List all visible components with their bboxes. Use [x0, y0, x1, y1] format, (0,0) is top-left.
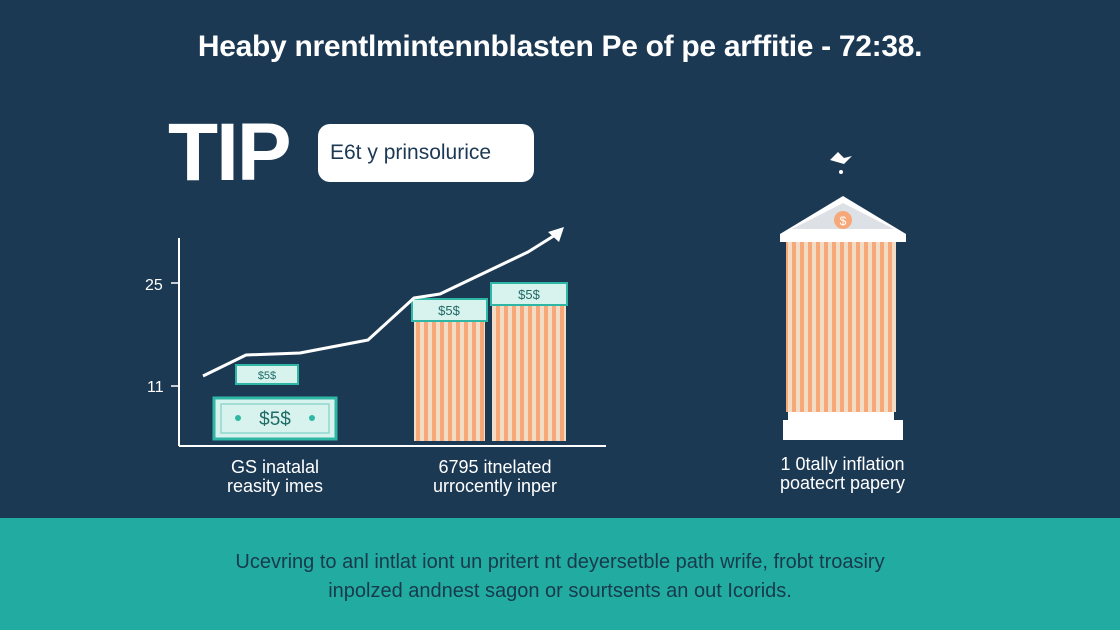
coin-symbol: $ — [840, 214, 847, 228]
caption-middle: 6795 itnelated urrocently inper — [405, 458, 585, 496]
bank-building-icon: $ — [780, 152, 906, 440]
caption-line: poatecrt papery — [779, 473, 906, 493]
footer-line: inpolzed andnest sagon or sourtsents an … — [328, 580, 792, 602]
headline: Heaby nrentlmintennblasten Pe of pe arff… — [197, 30, 923, 63]
bill-label: $5$ — [518, 287, 540, 302]
bill-label: $5$ — [438, 303, 460, 318]
footer-text: Ucevring to anl intlat iont un pritert n… — [0, 548, 1120, 606]
footer-banner: Ucevring to anl intlat iont un pritert n… — [0, 518, 1120, 630]
y-tick-label: 25 — [145, 277, 163, 294]
bill-label: $5$ — [259, 409, 291, 430]
caption-line: GS inatalal — [230, 457, 320, 477]
chart-axes — [171, 238, 606, 447]
bill-label: $5$ — [258, 370, 276, 382]
caption-left: GS inatalal reasity imes — [205, 458, 345, 496]
caption-line: 1 0tally inflation — [780, 454, 905, 474]
money-bill: $5$ — [235, 364, 299, 385]
money-bill: $5$ — [212, 396, 338, 441]
caption-right: 1 0tally inflation poatecrt papery — [760, 455, 925, 493]
trend-line — [202, 230, 561, 378]
arrow-head-icon — [548, 227, 564, 242]
caption-line: reasity imes — [226, 476, 324, 496]
y-tick-label: 11 — [147, 379, 164, 396]
tip-pill: E6t y prinsolurice — [318, 124, 534, 182]
tip-heading: TIP — [168, 107, 292, 198]
striped-bar: $5$ — [490, 282, 568, 441]
caption-line: 6795 itnelated — [438, 457, 552, 477]
caption-line: urrocently inper — [432, 476, 558, 496]
footer-line: Ucevring to anl intlat iont un pritert n… — [235, 551, 885, 573]
striped-bar: $5$ — [411, 298, 488, 441]
